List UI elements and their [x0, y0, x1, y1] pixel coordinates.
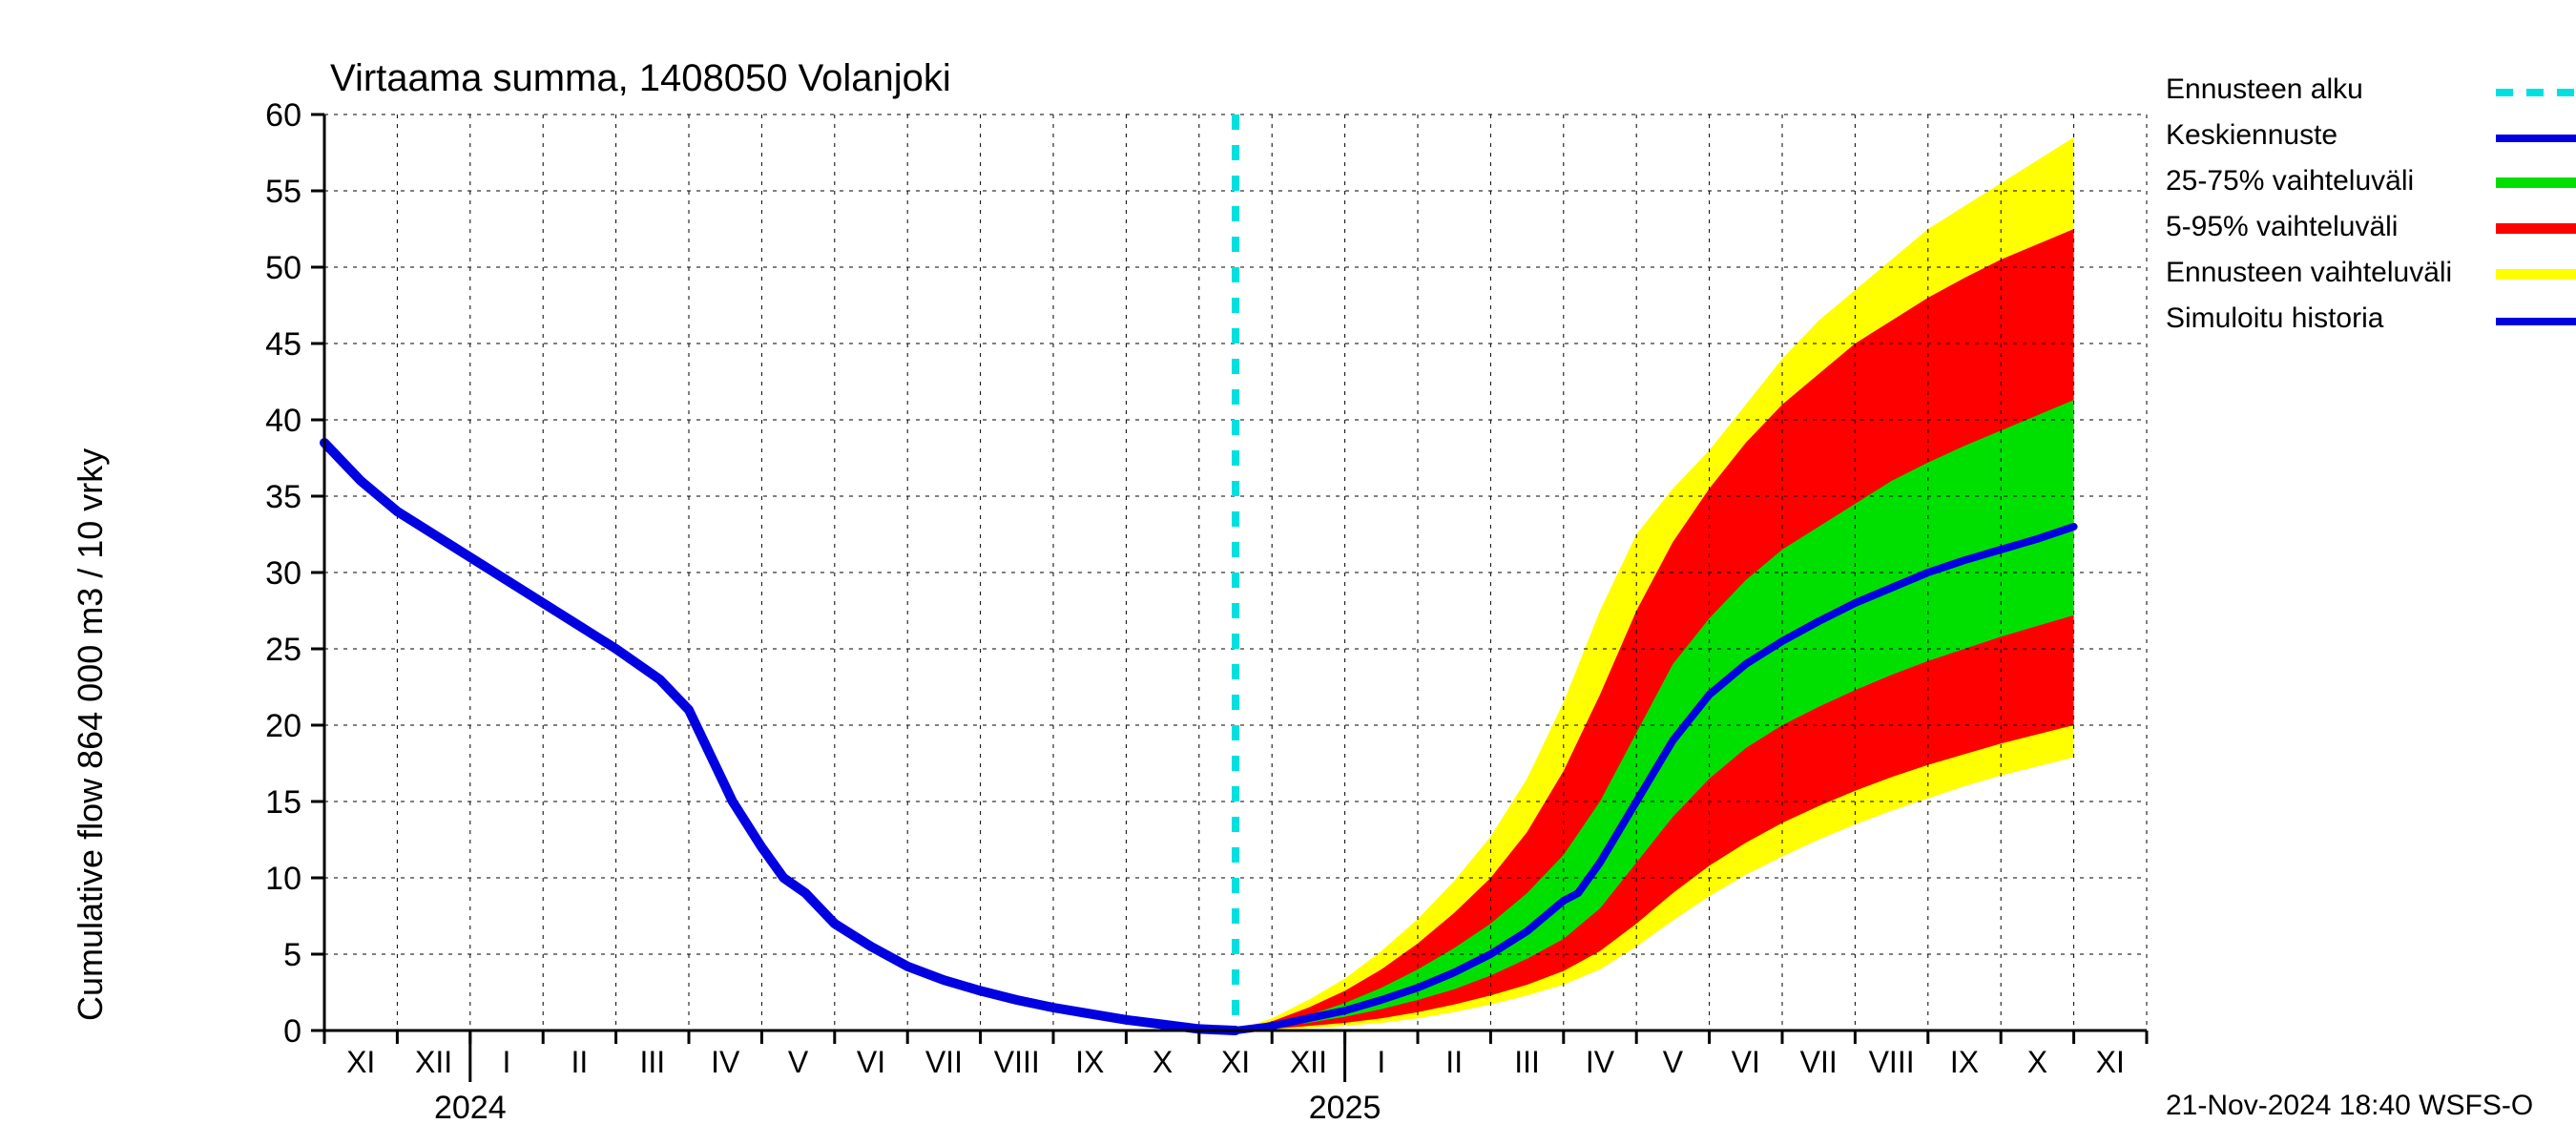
- legend-swatch: [2496, 175, 2576, 188]
- y-tick-label: 50: [265, 250, 301, 286]
- x-year-label: 2025: [1309, 1090, 1381, 1126]
- y-tick-label: 40: [265, 403, 301, 439]
- x-month-label: IV: [1586, 1045, 1615, 1079]
- x-month-label: IX: [1075, 1045, 1104, 1079]
- x-month-label: V: [788, 1045, 809, 1079]
- legend-item: 25-75% vaihteluväli: [2166, 158, 2576, 204]
- x-month-label: X: [1153, 1045, 1173, 1079]
- x-month-label: III: [1514, 1045, 1540, 1079]
- y-tick-label: 15: [265, 784, 301, 821]
- x-month-label: VI: [1732, 1045, 1760, 1079]
- legend-label: 5-95% vaihteluväli: [2166, 211, 2490, 243]
- legend-label: Simuloitu historia: [2166, 302, 2490, 335]
- y-tick-label: 20: [265, 708, 301, 744]
- y-tick-label: 0: [283, 1013, 301, 1050]
- x-year-label: 2024: [434, 1090, 507, 1126]
- legend-item: Simuloitu historia: [2166, 296, 2576, 342]
- legend-swatch: [2496, 83, 2576, 96]
- y-tick-label: 35: [265, 479, 301, 515]
- x-month-label: XII: [415, 1045, 452, 1079]
- x-month-label: VII: [925, 1045, 963, 1079]
- x-month-label: XI: [1221, 1045, 1250, 1079]
- y-tick-label: 55: [265, 174, 301, 210]
- x-month-label: I: [1377, 1045, 1385, 1079]
- footer-timestamp: 21-Nov-2024 18:40 WSFS-O: [2166, 1090, 2533, 1122]
- x-month-label: XII: [1290, 1045, 1327, 1079]
- y-tick-label: 5: [283, 937, 301, 973]
- y-tick-label: 30: [265, 555, 301, 592]
- x-month-label: I: [503, 1045, 511, 1079]
- legend-label: Ennusteen alku: [2166, 73, 2490, 106]
- legend-swatch: [2496, 220, 2576, 234]
- legend-swatch: [2496, 312, 2576, 325]
- legend-item: Ennusteen vaihteluväli: [2166, 250, 2576, 296]
- legend-item: 5-95% vaihteluväli: [2166, 204, 2576, 250]
- x-month-label: II: [571, 1045, 589, 1079]
- history-line: [324, 443, 1236, 1030]
- x-month-label: VI: [857, 1045, 885, 1079]
- x-month-label: XI: [2096, 1045, 2125, 1079]
- x-month-label: VIII: [1869, 1045, 1915, 1079]
- legend-item: Ennusteen alku: [2166, 67, 2576, 113]
- legend-swatch: [2496, 266, 2576, 280]
- x-month-label: VII: [1800, 1045, 1838, 1079]
- y-axis-label: Cumulative flow 864 000 m3 / 10 vrky: [71, 448, 111, 1021]
- legend: Ennusteen alku Keskiennuste 25-75% vaihtel…: [2166, 67, 2576, 342]
- legend-label: Ennusteen vaihteluväli: [2166, 257, 2490, 289]
- legend-label: 25-75% vaihteluväli: [2166, 165, 2490, 198]
- x-month-label: V: [1663, 1045, 1684, 1079]
- chart-title: Virtaama summa, 1408050 Volanjoki: [330, 57, 951, 100]
- x-month-label: II: [1445, 1045, 1463, 1079]
- y-tick-label: 60: [265, 97, 301, 134]
- x-month-label: IX: [1950, 1045, 1979, 1079]
- legend-item: Keskiennuste: [2166, 113, 2576, 158]
- y-tick-label: 45: [265, 326, 301, 363]
- x-month-label: X: [2027, 1045, 2047, 1079]
- x-month-label: IV: [711, 1045, 740, 1079]
- x-month-label: III: [639, 1045, 665, 1079]
- x-month-label: XI: [346, 1045, 375, 1079]
- x-month-label: VIII: [994, 1045, 1040, 1079]
- y-tick-label: 10: [265, 861, 301, 897]
- y-tick-label: 25: [265, 632, 301, 668]
- legend-swatch: [2496, 129, 2576, 142]
- legend-label: Keskiennuste: [2166, 119, 2490, 152]
